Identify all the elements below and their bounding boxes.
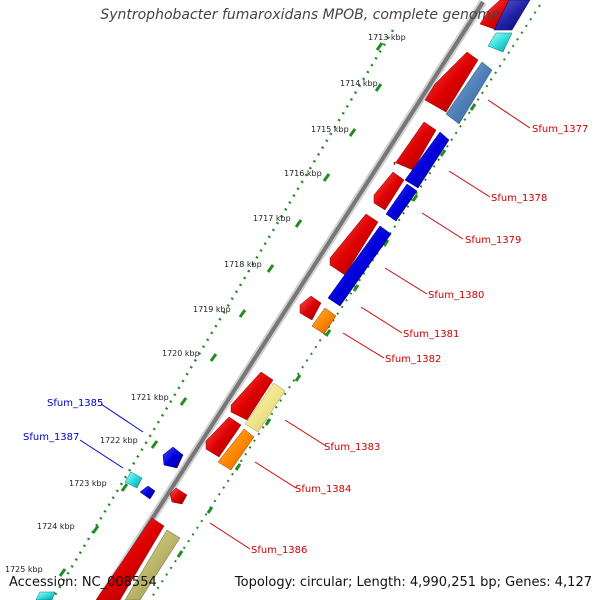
gene-feature (205, 416, 242, 458)
outer-tick-ring (149, 4, 541, 600)
gene-feature (162, 446, 184, 469)
label-leaders-blue (79, 403, 144, 469)
gene-feature (299, 295, 322, 321)
gene-label: Sfum_1380 (428, 290, 484, 301)
outer-major-ticks (176, 103, 477, 558)
kbp-label: 1723 kbp (69, 479, 107, 488)
gene-feature (124, 529, 181, 600)
kbp-label: 1721 kbp (131, 393, 169, 402)
gene-feature (169, 487, 188, 505)
topology-label: Topology: circular; Length: 4,990,251 bp… (234, 575, 592, 590)
gene-feature (217, 428, 255, 471)
gene-feature (327, 225, 392, 307)
gene-feature (373, 171, 405, 211)
gene-label: Sfum_1381 (403, 329, 459, 340)
kbp-label: 1725 kbp (5, 565, 43, 574)
gene-feature (404, 131, 450, 189)
scale-ring (53, 29, 395, 596)
gene-feature (487, 32, 513, 53)
gene-label: Sfum_1387 (23, 432, 79, 443)
gene-label: Sfum_1386 (251, 545, 307, 556)
gene-feature (95, 517, 165, 600)
gene-feature (139, 485, 156, 500)
major-ticks (58, 42, 384, 577)
accession-label: Accession: NC_008554 (9, 575, 157, 590)
gene-feature (385, 183, 418, 222)
kbp-label: 1718 kbp (224, 260, 262, 269)
kbp-label: 1717 kbp (253, 214, 291, 223)
gene-feature (424, 51, 479, 113)
gene-label: Sfum_1378 (491, 193, 547, 204)
gene-label: Sfum_1385 (47, 398, 103, 409)
kbp-label: 1714 kbp (340, 79, 378, 88)
gene-labels: Sfum_1377 Sfum_1378 Sfum_1379 Sfum_1380 … (23, 124, 588, 556)
label-leaders (209, 99, 531, 550)
gene-feature (35, 591, 56, 600)
gene-label: Sfum_1382 (385, 354, 441, 365)
gene-features (35, 0, 531, 600)
gene-feature (393, 121, 437, 171)
kbp-labels: 1713 kbp 1714 kbp 1715 kbp 1716 kbp 1717… (5, 33, 406, 574)
kbp-label: 1724 kbp (37, 522, 75, 531)
gene-feature (230, 371, 274, 421)
kbp-label: 1720 kbp (162, 349, 200, 358)
kbp-label: 1722 kbp (100, 436, 138, 445)
gene-feature (445, 61, 493, 125)
gene-feature (311, 307, 337, 335)
kbp-label: 1713 kbp (368, 33, 406, 42)
kbp-label: 1716 kbp (284, 169, 322, 178)
kbp-label: 1719 kbp (193, 305, 231, 314)
gene-label: Sfum_1384 (295, 484, 351, 495)
gene-label: Sfum_1383 (324, 442, 380, 453)
genome-backbone (96, 0, 487, 600)
gene-feature (244, 382, 286, 433)
kbp-label: 1715 kbp (311, 125, 349, 134)
gene-feature (493, 0, 531, 31)
map-title: Syntrophobacter fumaroxidans MPOB, compl… (100, 7, 500, 23)
gene-feature (124, 471, 143, 489)
gene-label: Sfum_1379 (465, 235, 521, 246)
gene-feature (329, 213, 379, 276)
gene-label: Sfum_1377 (532, 124, 588, 135)
